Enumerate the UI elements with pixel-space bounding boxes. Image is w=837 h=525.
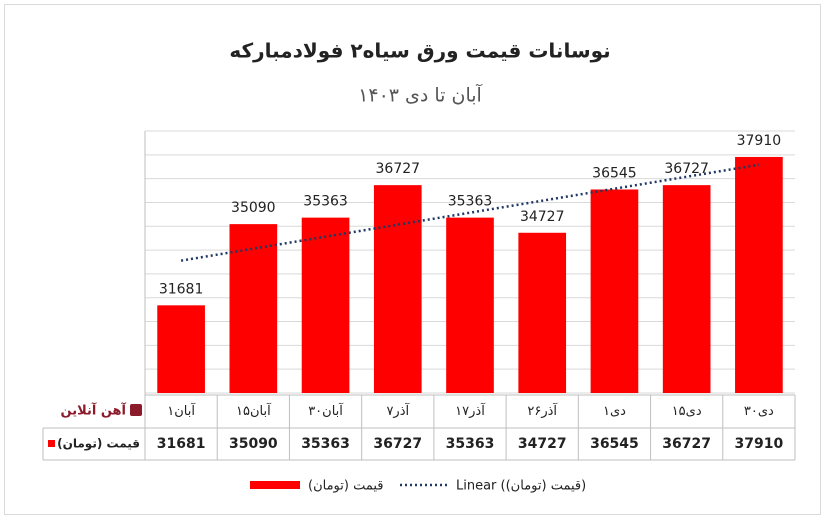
x-tick-label: ۱۵دی [672,404,702,419]
table-legend-key [48,440,55,447]
x-tick-label: ۷آذر [386,402,410,419]
x-tick-label: ۱۵آبان [236,402,272,419]
bar [301,217,350,393]
table-value: 36727 [662,436,711,452]
bar [590,189,639,393]
value-label: 36545 [592,165,637,181]
logo: آهن آنلاین [61,402,142,419]
x-tick-label: ۱آبان [167,402,196,419]
legend-label: قیمت (تومان) [308,479,384,494]
bar [518,232,567,393]
legend-key [250,481,300,489]
value-label: 37910 [737,133,782,149]
value-label: 31681 [159,281,204,297]
chart-title: نوسانات قیمت ورق سیاه۲ فولادمبارکه [229,39,610,63]
table-value: 34727 [518,436,567,452]
bar [662,185,711,393]
table-value: 36545 [590,436,639,452]
bar [373,185,422,393]
logo-icon [130,404,142,416]
x-tick-label: ۱۷آذر [455,402,486,419]
bar [446,217,494,393]
value-label: 34727 [520,209,565,225]
x-tick-label: ۱دی [603,404,626,419]
value-label: 36727 [376,161,421,177]
table-value: 37910 [735,436,784,452]
table-value: 31681 [157,436,206,452]
x-tick-label: ۳۰دی [744,404,774,419]
value-label: 36727 [664,161,709,177]
x-tick-label: ۳۰آبان [308,402,344,419]
table-value: 35363 [301,436,350,452]
chart-subtitle: آبان تا دی ۱۴۰۳ [358,83,482,107]
x-tick-label: ۲۶آذر [527,402,558,419]
table-series-name: قیمت (تومان) [57,437,140,452]
table-value: 36727 [373,436,422,452]
value-label: 35363 [303,194,348,210]
value-label: 35363 [448,194,493,210]
legend-label: Linear (قیمت (تومان)) [456,479,586,494]
value-label: 35090 [231,200,276,216]
table-value: 35090 [229,436,278,452]
logo-text: آهن آنلاین [61,402,127,419]
bar [229,224,278,393]
table-value: 35363 [446,436,495,452]
bar [157,305,205,393]
bar [735,156,783,393]
